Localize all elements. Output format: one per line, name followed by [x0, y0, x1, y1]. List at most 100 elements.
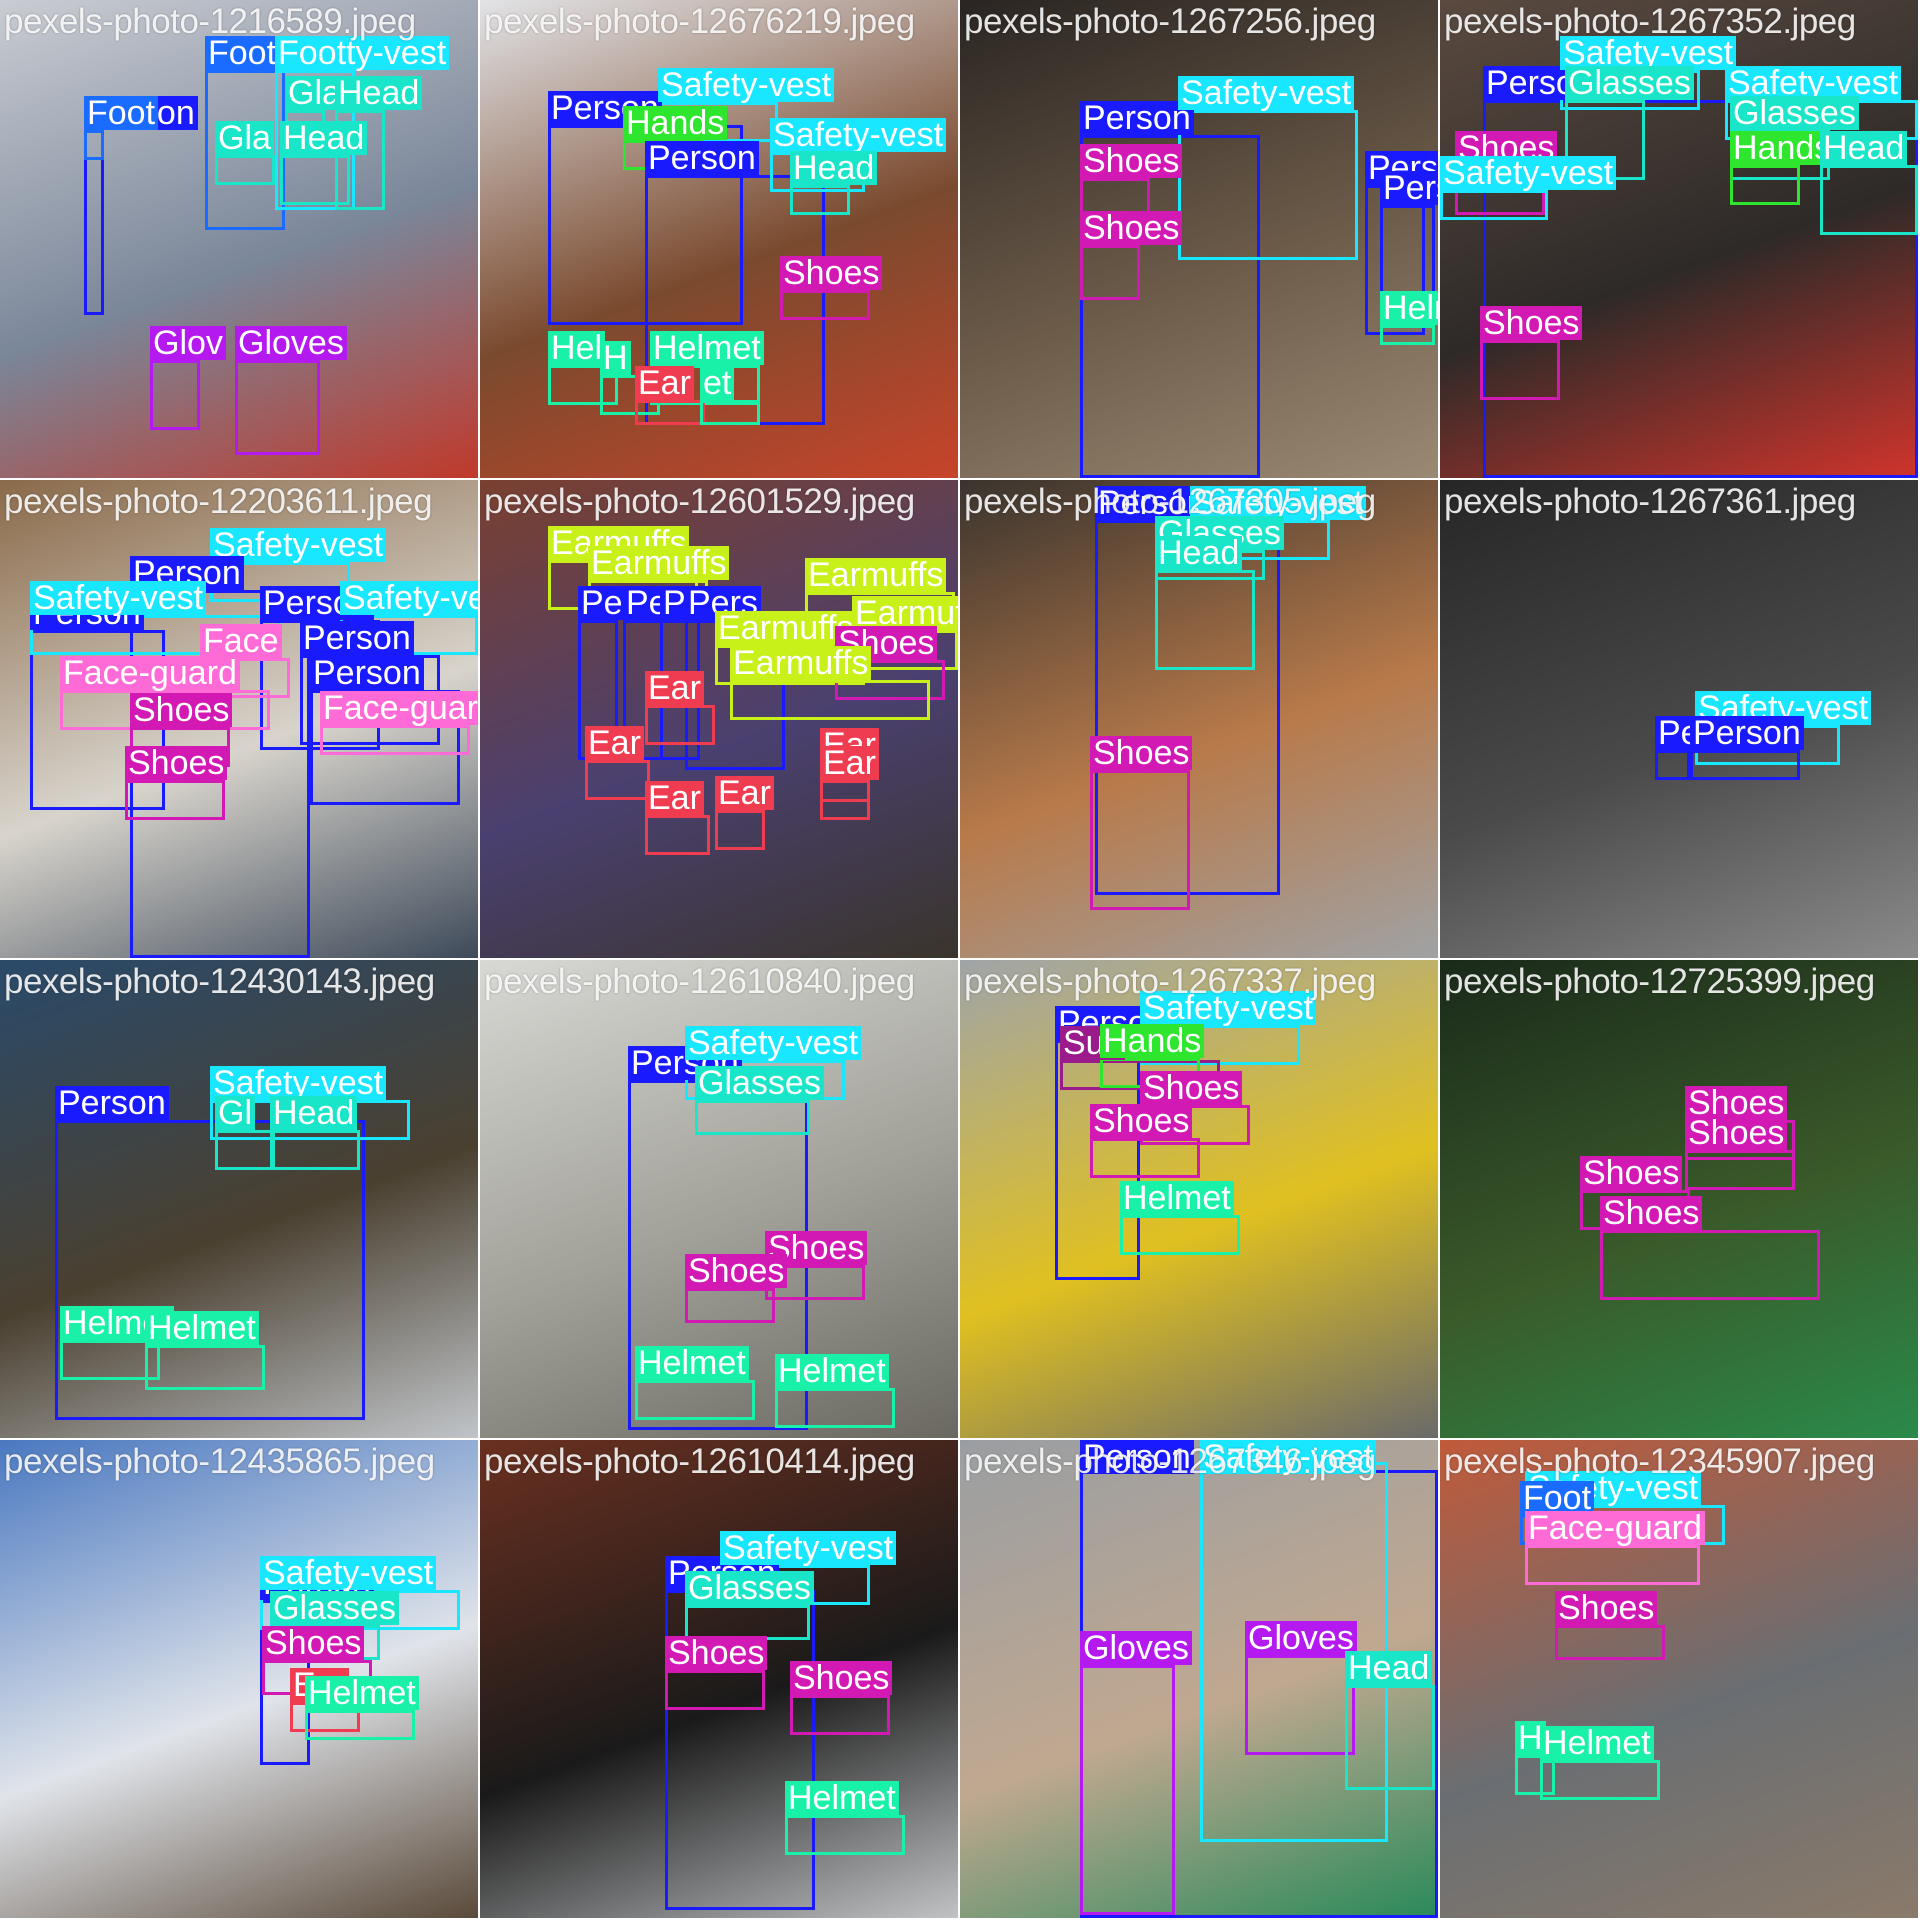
bounding-box	[700, 400, 760, 425]
file-name: pexels-photo-1267361.jpeg	[1444, 482, 1856, 521]
class-label: Hands	[1100, 1024, 1205, 1058]
bounding-box	[695, 1100, 810, 1135]
file-name: pexels-photo-1267305.jpeg	[964, 482, 1376, 521]
class-label: Hel	[548, 331, 606, 365]
class-label: Shoes	[665, 1636, 768, 1670]
class-label: Gloves	[1245, 1621, 1357, 1655]
image-tile: Person Safety-vest Glasses Head Shoes pexels-…	[960, 480, 1438, 958]
bounding-box	[1730, 165, 1800, 205]
bounding-box	[780, 290, 870, 320]
bounding-box	[1525, 1545, 1700, 1585]
bounding-box	[280, 155, 350, 205]
class-label: Gl	[215, 1096, 255, 1130]
bounding-box	[335, 110, 385, 210]
class-label: Helmet	[650, 331, 764, 365]
class-label: Shoes	[1090, 736, 1193, 770]
bounding-box	[548, 365, 618, 405]
class-label: Shoes	[125, 746, 228, 780]
class-label: Safety-vest	[340, 581, 478, 615]
class-label: Shoes	[1580, 1156, 1683, 1190]
class-label: Safety-vest	[658, 68, 835, 102]
bounding-box	[635, 1380, 755, 1420]
class-label: Person	[1690, 716, 1804, 750]
file-name: pexels-photo-1267346.jpeg	[964, 1442, 1376, 1481]
bounding-box	[1080, 135, 1260, 478]
class-label: Shoes	[262, 1626, 365, 1660]
class-label: Person	[55, 1086, 169, 1120]
bounding-box	[785, 1815, 905, 1855]
bounding-box	[645, 705, 715, 745]
class-label: Foot	[84, 96, 159, 130]
class-label: Face-guard	[1525, 1511, 1705, 1545]
class-label: Shoes	[1685, 1116, 1788, 1150]
bounding-box	[150, 360, 200, 430]
class-label: Safety-vest	[1200, 1440, 1377, 1474]
image-tile: Person Safety-vest Glasses Safety-vest Glass…	[1440, 0, 1918, 478]
class-label: Person	[1080, 1440, 1194, 1474]
bounding-box	[715, 810, 765, 850]
class-label: Shoes	[790, 1661, 893, 1695]
class-label: Glasses	[1565, 66, 1694, 100]
file-name: pexels-photo-12610414.jpeg	[484, 1442, 915, 1481]
class-label: Person	[1380, 171, 1438, 205]
class-label: Helm	[1380, 291, 1438, 325]
class-label: Glov	[150, 326, 226, 360]
bounding-box	[125, 780, 225, 820]
file-name: pexels-photo-12725399.jpeg	[1444, 962, 1875, 1001]
class-label: Ear	[635, 366, 694, 400]
class-label: Earmuffs	[715, 611, 857, 645]
bounding-box	[235, 360, 320, 455]
file-name: pexels-photo-12435865.jpeg	[4, 1442, 435, 1481]
class-label: Safety-vest	[1560, 36, 1737, 70]
class-label: Footty-vest	[275, 36, 450, 70]
class-label: Helmet	[775, 1354, 889, 1388]
bounding-box	[1690, 750, 1800, 780]
file-name: pexels-photo-12345907.jpeg	[1444, 1442, 1875, 1481]
file-name: pexels-photo-1267256.jpeg	[964, 2, 1376, 41]
bounding-box	[1155, 570, 1255, 670]
bounding-box	[1555, 1625, 1665, 1660]
class-label: Earmuffs	[730, 646, 872, 680]
class-label: Head	[335, 76, 423, 110]
file-name: pexels-photo-12676219.jpeg	[484, 2, 915, 41]
class-label: Hands	[623, 106, 728, 140]
class-label: Shoes	[130, 693, 233, 727]
class-label: Hands	[1730, 131, 1835, 165]
class-label: Face	[200, 624, 282, 658]
bounding-box	[305, 1710, 415, 1740]
image-tile: Person Safety-vest Suit Hands Shoes Shoes Helm…	[960, 960, 1438, 1438]
class-label: Helmet	[305, 1676, 419, 1710]
bounding-box	[1178, 110, 1358, 260]
class-label: Helmet	[1540, 1726, 1654, 1760]
class-label: Shoes	[1090, 1104, 1193, 1138]
image-tile: Person Safety-vest Gl Head Helmet Helmet pexel…	[0, 960, 478, 1438]
class-label: Person	[310, 656, 424, 690]
file-name: pexels-photo-12203611.jpeg	[4, 482, 433, 521]
class-label: Safety-vest	[1190, 486, 1367, 520]
class-label: Shoes	[1080, 144, 1183, 178]
bounding-box	[585, 760, 650, 800]
class-label: Foot	[1520, 1481, 1595, 1515]
image-tile: Safety-vest Pe Person pexels-photo-1267361.…	[1440, 480, 1918, 958]
class-label: Safety-vest	[720, 1531, 897, 1565]
class-label: Earmuffs	[852, 596, 958, 630]
class-label: Pe	[578, 586, 626, 620]
class-label: Gloves	[1080, 1631, 1192, 1665]
class-label: Face-guard	[60, 656, 240, 690]
bounding-box	[790, 1695, 890, 1735]
class-label: Ear	[645, 671, 704, 705]
image-tile: PersonSafety-vestGlassesShoesShoesHelmet…	[480, 1440, 958, 1918]
image-tile: Safety-vest Foot Face-guard Shoes H Helmet pex…	[1440, 1440, 1918, 1918]
class-label: Gla	[285, 76, 344, 110]
class-label: Shoes	[1600, 1196, 1703, 1230]
class-label: Shoes	[1555, 1591, 1658, 1625]
bounding-box	[1080, 1665, 1175, 1915]
class-label: Ear	[645, 781, 704, 815]
class-label: Foot	[205, 36, 280, 70]
bounding-box	[645, 815, 710, 855]
bounding-box	[1090, 770, 1190, 910]
class-label: Safety-vest	[770, 118, 947, 152]
bounding-box	[1480, 340, 1560, 400]
class-label: et	[700, 366, 735, 400]
